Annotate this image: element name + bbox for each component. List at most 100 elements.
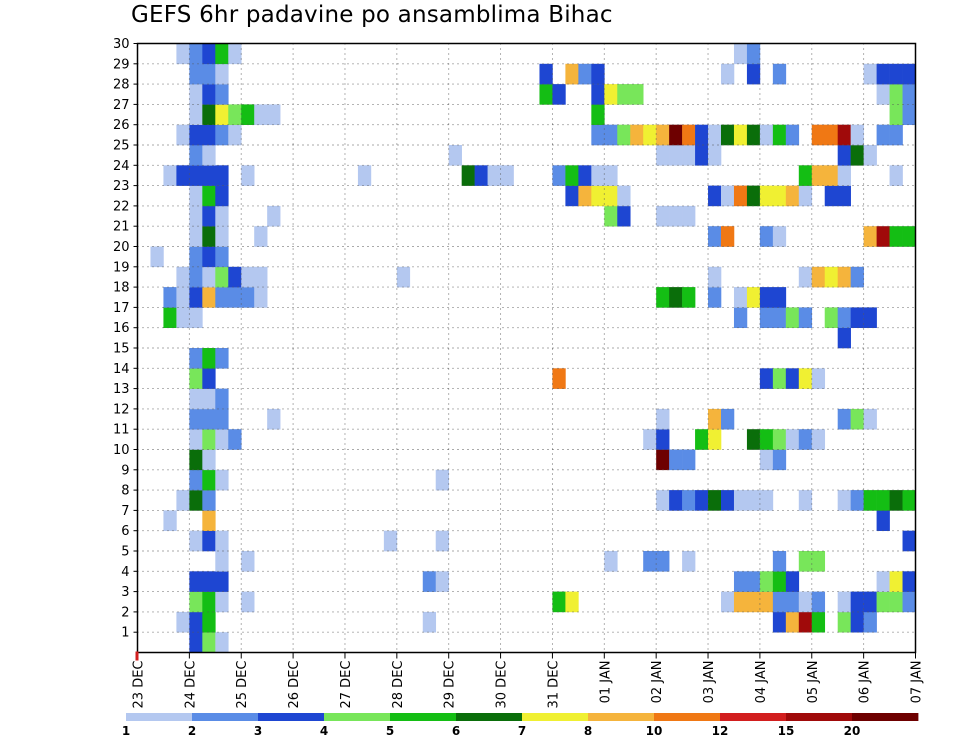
x-tick-label: 03 JAN [702, 661, 717, 704]
precip-cell-member-21-step-58 [889, 226, 903, 247]
precip-cell-member-5-step-6 [215, 551, 229, 572]
precip-cell-member-6-step-4 [189, 530, 203, 552]
precip-cell-member-7-step-2 [163, 510, 177, 531]
y-axis: 1234567891011121314151617181920212223242… [113, 37, 138, 641]
precip-cell-member-6-step-23 [435, 530, 449, 552]
precip-cell-member-19-step-55 [850, 266, 864, 288]
precip-cell-member-5-step-49 [772, 551, 787, 572]
precip-cell-member-22-step-4 [189, 205, 203, 227]
precip-cell-member-8-step-59 [902, 490, 916, 511]
x-tick-label: 05 JAN [806, 661, 821, 704]
precip-cell-member-20-step-5 [202, 246, 216, 268]
precip-cell-member-26-step-48 [759, 124, 774, 146]
precip-cell-member-21-step-44 [708, 226, 722, 247]
precip-cell-member-3-step-56 [863, 591, 877, 613]
precip-cell-member-23-step-33 [565, 185, 579, 207]
precip-cell-member-8-step-4 [189, 490, 203, 511]
precip-cell-member-26-step-6 [215, 124, 229, 146]
precip-cell-member-29-step-49 [772, 63, 787, 85]
precip-cell-member-10-step-48 [759, 449, 774, 471]
precip-cell-member-23-step-37 [617, 185, 631, 207]
precip-cell-member-18-step-44 [708, 287, 722, 308]
precip-cell-member-27-step-6 [215, 104, 229, 125]
precip-cell-member-4-step-5 [202, 571, 216, 592]
y-tick-label: 16 [113, 321, 130, 336]
y-tick-label: 9 [121, 463, 129, 478]
precip-cell-member-12-step-40 [656, 408, 670, 430]
precip-cell-member-6-step-19 [383, 530, 398, 552]
y-tick-label: 21 [113, 220, 130, 235]
precip-cell-member-4-step-59 [902, 571, 916, 592]
precip-cell-member-8-step-48 [759, 490, 774, 511]
precip-cell-member-15-step-4 [189, 348, 203, 369]
precip-cell-member-4-step-57 [876, 571, 890, 592]
precip-cell-member-4-step-48 [759, 571, 774, 592]
precip-cell-member-14-step-4 [189, 368, 203, 389]
legend-label: 3 [254, 724, 262, 738]
precip-cell-member-23-step-54 [837, 185, 851, 207]
precip-cell-member-27-step-7 [228, 104, 242, 125]
x-tick-label: 02 JAN [650, 661, 665, 704]
precip-cell-member-6-step-5 [202, 530, 216, 552]
y-tick-label: 30 [113, 37, 130, 52]
precip-cell-member-26-step-41 [669, 124, 683, 146]
precip-cell-member-28-step-36 [604, 84, 618, 105]
precip-cell-member-22-step-5 [202, 205, 216, 227]
precip-cell-member-10-step-42 [682, 449, 696, 471]
precip-cell-member-21-step-59 [902, 226, 916, 247]
precip-cell-member-14-step-49 [772, 368, 787, 389]
precip-cell-member-19-step-20 [396, 266, 411, 288]
y-tick-label: 25 [113, 139, 130, 154]
precip-cell-member-3-step-55 [850, 591, 864, 613]
precip-cell-member-19-step-53 [824, 266, 838, 288]
precip-cell-member-30-step-6 [215, 43, 229, 65]
precip-cell-member-25-step-4 [189, 145, 203, 166]
precip-cell-member-8-step-55 [850, 490, 864, 511]
precip-cell-member-1-step-6 [215, 632, 229, 653]
precip-cell-member-30-step-4 [189, 43, 203, 65]
precip-cell-member-11-step-52 [811, 429, 826, 450]
precip-cell-member-21-step-6 [215, 226, 229, 247]
chart-title: GEFS 6hr padavine po ansamblima Bihac [131, 2, 613, 28]
precip-cell-member-26-step-49 [772, 124, 787, 146]
precip-cell-member-29-step-58 [889, 63, 903, 85]
precip-cell-member-26-step-39 [643, 124, 657, 146]
x-tick-label: 23 DEC [132, 661, 147, 709]
precip-cell-member-9-step-5 [202, 469, 216, 491]
precip-cell-member-24-step-35 [591, 165, 605, 186]
precip-cell-member-18-step-7 [228, 287, 242, 308]
precip-cell-member-4-step-50 [785, 571, 800, 592]
precip-cell-member-5-step-36 [604, 551, 618, 572]
precip-cell-member-3-step-50 [785, 591, 800, 613]
legend-swatch [390, 713, 457, 721]
precip-cell-member-29-step-34 [578, 63, 592, 85]
precip-cell-member-17-step-56 [863, 307, 877, 328]
precip-cell-member-3-step-48 [759, 591, 774, 613]
precip-cell-member-3-step-5 [202, 591, 216, 613]
precip-cell-member-11-step-39 [643, 429, 657, 450]
precip-cell-member-10-step-4 [189, 449, 203, 471]
legend-swatch [126, 713, 193, 721]
precip-cell-member-5-step-51 [798, 551, 813, 572]
y-tick-label: 26 [113, 118, 130, 133]
precip-cell-member-3-step-54 [837, 591, 851, 613]
y-tick-label: 7 [121, 504, 129, 519]
precip-cell-member-21-step-5 [202, 226, 216, 247]
precip-cell-member-26-step-38 [630, 124, 644, 146]
legend-swatch [456, 713, 523, 721]
precip-cell-member-28-step-57 [876, 84, 890, 105]
precip-cell-member-12-step-4 [189, 408, 203, 430]
precip-cell-member-26-step-53 [824, 124, 838, 146]
precip-cell-member-28-step-38 [630, 84, 644, 105]
precip-cell-member-12-step-54 [837, 408, 851, 430]
precip-cell-member-27-step-5 [202, 104, 216, 125]
precip-cell-member-30-step-47 [746, 43, 761, 65]
precip-cell-member-26-step-57 [876, 124, 890, 146]
y-tick-label: 6 [121, 524, 129, 539]
precip-cell-member-3-step-4 [189, 591, 203, 613]
precip-cell-member-27-step-10 [267, 104, 281, 125]
precip-cell-member-23-step-51 [798, 185, 813, 207]
precip-cell-member-19-step-54 [837, 266, 851, 288]
precip-cell-member-22-step-40 [656, 205, 670, 227]
precip-cell-member-8-step-44 [708, 490, 722, 511]
